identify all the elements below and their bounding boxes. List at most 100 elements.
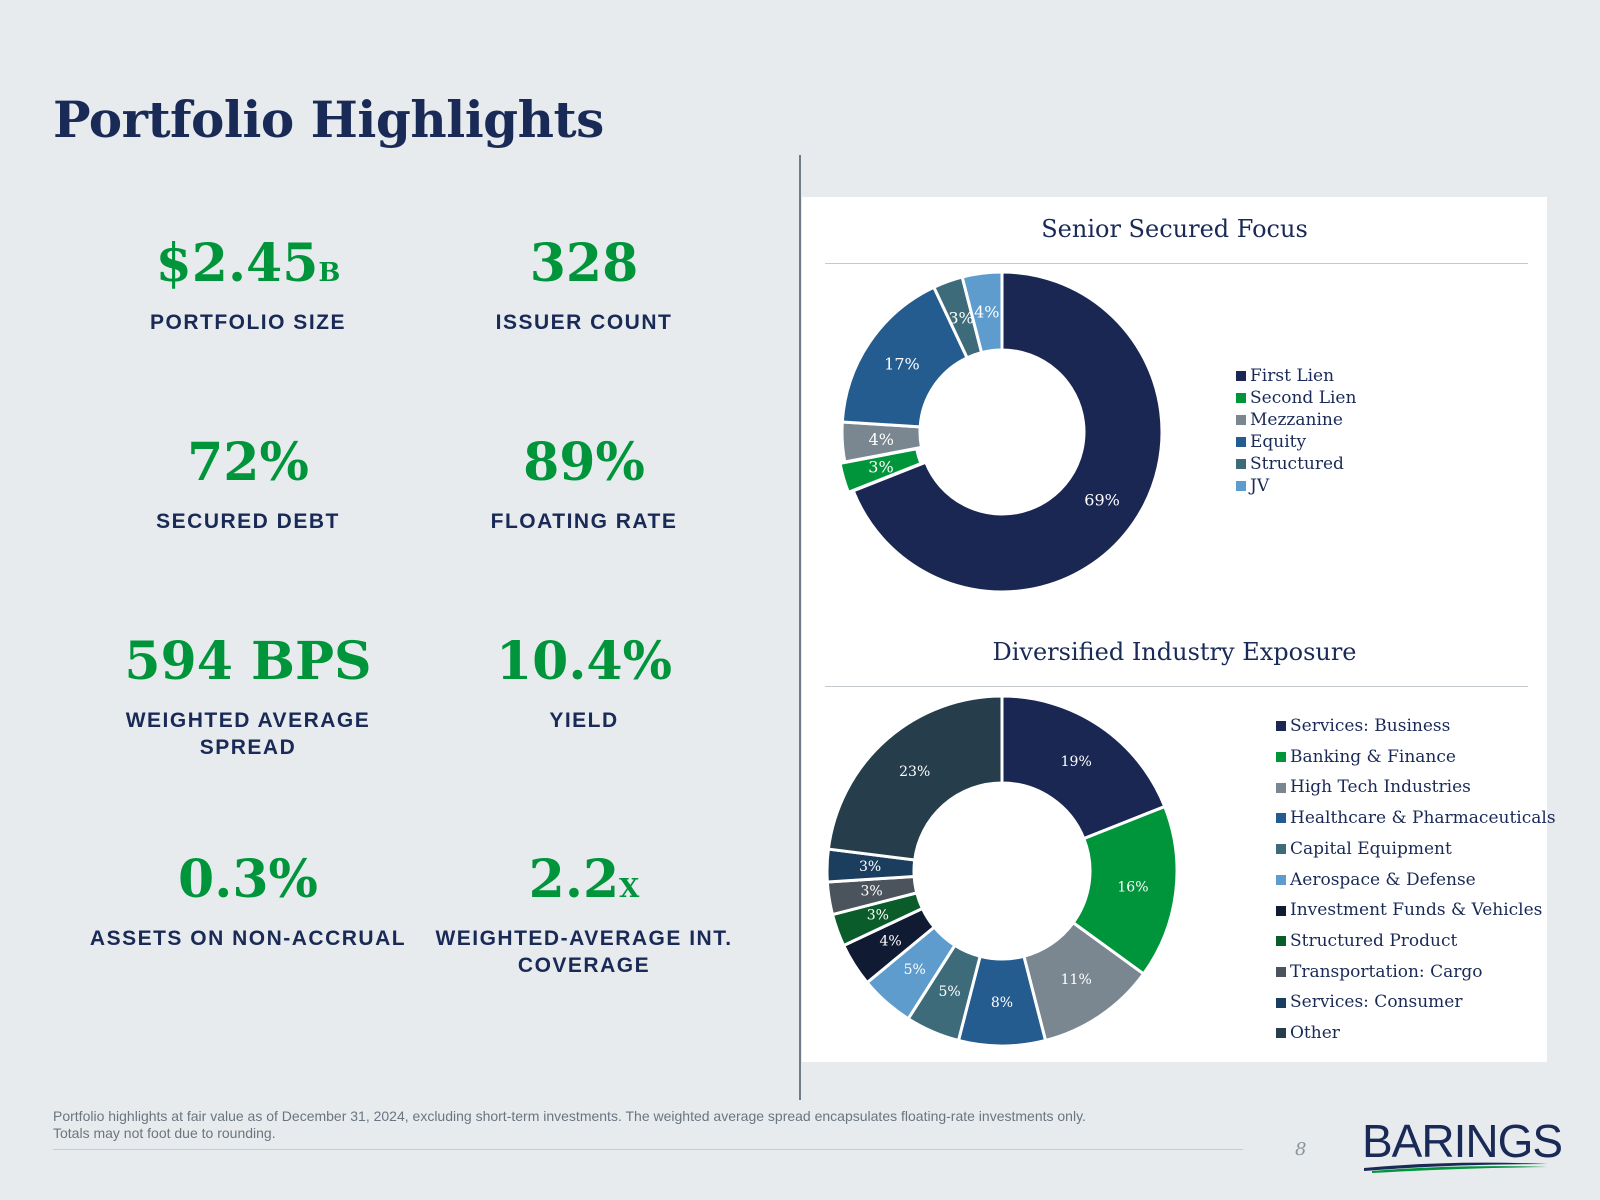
legend-swatch	[1276, 721, 1286, 732]
legend-label: Aerospace & Defense	[1290, 869, 1476, 890]
legend-swatch	[1276, 844, 1286, 855]
legend-swatch	[1236, 481, 1246, 491]
legend-swatch	[1236, 437, 1246, 447]
legend-item-second-lien: Second Lien	[1236, 387, 1356, 409]
legend-item-healthcare-and-pharmaceuticals: Healthcare & Pharmaceuticals	[1276, 803, 1556, 834]
vertical-divider	[799, 155, 801, 1100]
legend-label: High Tech Industries	[1290, 777, 1471, 798]
legend-item-other: Other	[1276, 1018, 1556, 1049]
legend-label: Transportation: Cargo	[1290, 961, 1483, 982]
metric-value: 594 BPS	[124, 631, 372, 692]
donut-data-label: 23%	[899, 764, 930, 780]
industry-exposure-donut: 19%16%11%8%5%5%4%3%3%3%23%	[825, 694, 1179, 1048]
legend-label: Equity	[1250, 432, 1307, 452]
legend-swatch	[1276, 874, 1286, 885]
donut-data-label: 19%	[1061, 754, 1092, 770]
legend-swatch	[1236, 459, 1246, 469]
legend-swatch	[1276, 1028, 1286, 1039]
donut-data-label: 5%	[938, 984, 960, 1000]
metric-floating-rate: 89% FLOATING RATE	[416, 431, 752, 535]
legend-item-high-tech-industries: High Tech Industries	[1276, 772, 1556, 803]
legend-swatch	[1276, 782, 1286, 793]
footnote-line: Portfolio highlights at fair value as of…	[53, 1108, 1086, 1124]
metric-label: WEIGHTED AVERAGE SPREAD	[125, 709, 371, 759]
legend-item-investment-funds-and-vehicles: Investment Funds & Vehicles	[1276, 895, 1556, 926]
metric-yield: 10.4% YIELD	[416, 630, 752, 734]
donut-slice-first-lien	[851, 272, 1164, 594]
footer-rule	[53, 1149, 1243, 1150]
chart-title-industry-exposure: Diversified Industry Exposure	[992, 638, 1357, 666]
donut-data-label: 16%	[1117, 880, 1148, 896]
donut-data-label: 4%	[974, 302, 999, 321]
metric-label: ISSUER COUNT	[495, 311, 673, 334]
page-title: Portfolio Highlights	[53, 90, 604, 149]
metric-label: PORTFOLIO SIZE	[149, 311, 346, 334]
metrics-grid: $2.45B PORTFOLIO SIZE 328 ISSUER COUNT 7…	[0, 0, 780, 1060]
legend-label: Services: Business	[1290, 716, 1451, 736]
donut-data-label: 11%	[1061, 972, 1092, 988]
legend-item-equity: Equity	[1236, 431, 1356, 453]
donut-data-label: 17%	[884, 354, 920, 373]
legend-swatch	[1236, 371, 1246, 381]
legend-label: Healthcare & Pharmaceuticals	[1290, 808, 1556, 829]
legend-label: First Lien	[1250, 366, 1335, 386]
legend-swatch	[1276, 752, 1286, 763]
metric-value: 72%	[187, 432, 309, 493]
footnote: Portfolio highlights at fair value as of…	[53, 1108, 1253, 1142]
logo-text: BARINGS	[1362, 1115, 1563, 1167]
industry-exposure-legend: Services: Business Banking & Finance High …	[1276, 711, 1556, 1049]
metric-value: 328	[529, 233, 639, 294]
donut-slice-services-business	[1000, 694, 1167, 841]
legend-label: Mezzanine	[1250, 410, 1343, 430]
legend-label: Investment Funds & Vehicles	[1290, 900, 1543, 921]
legend-item-transportation-cargo: Transportation: Cargo	[1276, 957, 1556, 988]
legend-label: Services: Consumer	[1290, 992, 1463, 1013]
metric-non-accrual: 0.3% ASSETS ON NON-ACCRUAL	[80, 848, 416, 952]
donut-data-label: 3%	[859, 859, 881, 875]
chart-title-rule	[825, 686, 1528, 687]
legend-item-jv: JV	[1236, 475, 1356, 497]
legend-swatch	[1276, 936, 1286, 947]
legend-label: Second Lien	[1250, 388, 1357, 408]
legend-label: Capital Equipment	[1290, 838, 1452, 859]
legend-item-first-lien: First Lien	[1236, 365, 1356, 387]
metric-value: 10.4%	[495, 631, 673, 692]
metric-secured-debt: 72% SECURED DEBT	[80, 431, 416, 535]
donut-slice-equity	[840, 285, 970, 429]
metric-label: FLOATING RATE	[490, 510, 678, 533]
donut-data-label: 4%	[869, 430, 894, 449]
legend-item-banking-and-finance: Banking & Finance	[1276, 742, 1556, 773]
barings-logo: BARINGS	[1362, 1115, 1563, 1178]
legend-swatch	[1276, 813, 1286, 824]
legend-swatch	[1236, 393, 1246, 403]
legend-label: JV	[1250, 476, 1270, 496]
metric-label: WEIGHTED-AVERAGE INT. COVERAGE	[435, 927, 733, 977]
donut-data-label: 3%	[948, 309, 973, 328]
metric-value: 0.3%	[178, 849, 318, 910]
donut-data-label: 69%	[1084, 491, 1120, 510]
metric-label: ASSETS ON NON-ACCRUAL	[89, 927, 407, 950]
metric-issuer-count: 328 ISSUER COUNT	[416, 232, 752, 336]
legend-label: Structured	[1250, 454, 1344, 474]
donut-data-label: 4%	[879, 934, 901, 950]
legend-item-structured: Structured	[1236, 453, 1356, 475]
metric-weighted-average-spread: 594 BPS WEIGHTED AVERAGE SPREAD	[80, 630, 416, 761]
legend-swatch	[1276, 997, 1286, 1008]
metric-portfolio-size: $2.45B PORTFOLIO SIZE	[80, 232, 416, 336]
metric-value: 2.2	[528, 849, 620, 910]
donut-data-label: 3%	[868, 458, 893, 477]
legend-label: Structured Product	[1290, 930, 1458, 951]
donut-slice-other	[826, 694, 1004, 862]
legend-item-services-business: Services: Business	[1276, 711, 1556, 742]
legend-swatch	[1276, 966, 1286, 977]
legend-swatch	[1276, 905, 1286, 916]
metric-value: 89%	[523, 432, 645, 493]
footnote-line: Totals may not foot due to rounding.	[53, 1125, 276, 1141]
legend-item-capital-equipment: Capital Equipment	[1276, 834, 1556, 865]
metric-label: SECURED DEBT	[156, 510, 340, 533]
donut-data-label: 3%	[861, 884, 883, 900]
donut-slice-jv	[960, 272, 1004, 355]
legend-swatch	[1236, 415, 1246, 425]
senior-secured-legend: First Lien Second Lien Mezzanine Equity Stru…	[1236, 365, 1356, 497]
legend-item-structured-product: Structured Product	[1276, 926, 1556, 957]
